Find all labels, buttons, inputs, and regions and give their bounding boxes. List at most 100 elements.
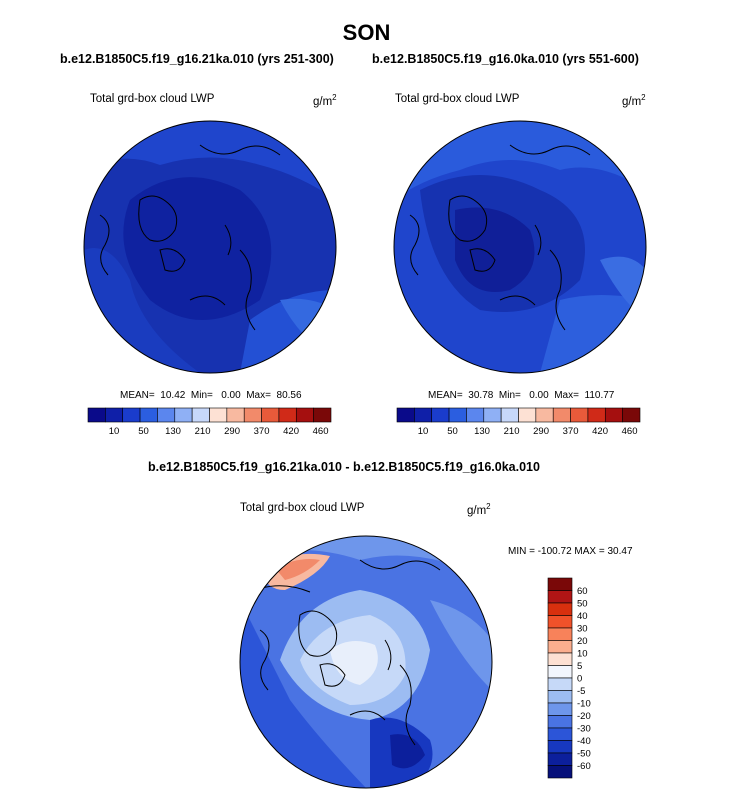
left-colorbar-tick-label: 460	[313, 426, 329, 437]
diff-colorbar-swatch	[547, 590, 573, 604]
season-title: SON	[342, 20, 391, 45]
diff-colorbar-tick-label: -10	[577, 699, 591, 710]
left-colorbar-swatch	[122, 407, 141, 423]
right-panel-stats: MEAN= 30.78 Min= 0.00 Max= 110.77	[428, 390, 615, 401]
left-colorbar-swatch	[139, 407, 158, 423]
right-colorbar-swatch	[518, 407, 537, 423]
diff-colorbar-tick-label: 60	[577, 586, 588, 597]
left-map-border	[83, 120, 337, 374]
left-colorbar-swatch	[261, 407, 280, 423]
left-colorbar-tick-label: 10	[109, 426, 120, 437]
diff-coastlines	[259, 559, 441, 746]
diff-colorbar-swatch	[547, 640, 573, 654]
right-colorbar-swatch	[466, 407, 485, 423]
diff-colorbar-swatch	[547, 715, 573, 729]
diff-colorbar-swatch	[547, 740, 573, 754]
right-polar-map	[394, 121, 646, 373]
diff-colorbar-swatch	[547, 702, 573, 716]
left-case-title: b.e12.B1850C5.f19_g16.21ka.010 (yrs 251-…	[60, 52, 334, 66]
diff-colorbar-tick-label: 0	[577, 674, 582, 685]
diff-colorbar-tick-label: 5	[577, 661, 582, 672]
right-colorbar-swatch	[396, 407, 415, 423]
right-panel-units: g/m2	[622, 93, 646, 108]
right-colorbar-swatch	[448, 407, 467, 423]
right-colorbar-tick-label: 460	[622, 426, 638, 437]
left-colorbar-tick-label: 290	[224, 426, 240, 437]
diff-minmax: MIN = -100.72 MAX = 30.47	[508, 546, 633, 557]
diff-colorbar-swatch	[547, 765, 573, 779]
right-colorbar-tick-label: 10	[418, 426, 429, 437]
left-panel-units: g/m2	[313, 93, 337, 108]
left-colorbar-tick-label: 210	[195, 426, 211, 437]
diff-colorbar-tick-label: 30	[577, 624, 588, 635]
diff-colorbar-tick-label: 10	[577, 649, 588, 660]
left-panel-variable: Total grd-box cloud LWP	[90, 93, 215, 105]
diff-colorbar-swatch	[547, 677, 573, 691]
diff-colorbar-tick-label: -30	[577, 724, 591, 735]
right-colorbar-swatch	[622, 407, 641, 423]
left-panel-stats: MEAN= 10.42 Min= 0.00 Max= 80.56	[120, 390, 302, 401]
diff-colorbar-swatch	[547, 627, 573, 641]
right-colorbar-tick-label: 370	[563, 426, 579, 437]
right-colorbar-swatch	[570, 407, 589, 423]
right-coastlines	[409, 144, 591, 331]
right-colorbar-swatch	[500, 407, 519, 423]
left-colorbar-swatch	[157, 407, 176, 423]
left-polar-map	[84, 121, 336, 373]
left-colorbar-swatch	[174, 407, 193, 423]
left-colorbar: 10 50 130 210 290 370 420 460	[87, 407, 332, 437]
right-colorbar-tick-label: 50	[447, 426, 458, 437]
diff-panel-variable: Total grd-box cloud LWP	[240, 502, 365, 514]
right-colorbar-swatch	[414, 407, 433, 423]
diff-colorbar-tick-label: 20	[577, 636, 588, 647]
left-colorbar-swatch	[295, 407, 314, 423]
right-map-border	[393, 120, 647, 374]
left-colorbar-tick-label: 420	[283, 426, 299, 437]
right-colorbar-tick-label: 210	[504, 426, 520, 437]
right-case-title: b.e12.B1850C5.f19_g16.0ka.010 (yrs 551-6…	[372, 52, 639, 66]
left-colorbar-swatch	[278, 407, 297, 423]
left-colorbar-swatch	[87, 407, 106, 423]
diff-colorbar-swatch	[547, 652, 573, 666]
left-colorbar-swatch	[209, 407, 228, 423]
diff-colorbar-tick-label: -20	[577, 711, 591, 722]
right-colorbar-swatch	[535, 407, 554, 423]
left-colorbar-swatch	[313, 407, 332, 423]
diff-polar-map	[240, 536, 492, 788]
left-colorbar-swatch	[226, 407, 245, 423]
left-colorbar-swatch	[105, 407, 124, 423]
diff-colorbar-tick-label: -50	[577, 749, 591, 760]
diff-colorbar-swatch	[547, 727, 573, 741]
left-coastlines	[99, 144, 281, 331]
right-colorbar-swatch	[587, 407, 606, 423]
right-colorbar-swatch	[604, 407, 623, 423]
right-colorbar-tick-label: 290	[533, 426, 549, 437]
diff-colorbar-swatch	[547, 577, 573, 591]
right-panel-variable: Total grd-box cloud LWP	[395, 93, 520, 105]
diff-colorbar-tick-label: 40	[577, 611, 588, 622]
diff-colorbar-swatch	[547, 752, 573, 766]
diff-colorbar-tick-label: 50	[577, 599, 588, 610]
left-colorbar-tick-label: 130	[165, 426, 181, 437]
diff-colorbar-swatch	[547, 665, 573, 679]
diff-colorbar-swatch	[547, 615, 573, 629]
diff-colorbar-swatch	[547, 690, 573, 704]
diff-colorbar-tick-label: -5	[577, 686, 585, 697]
right-colorbar-swatch	[552, 407, 571, 423]
right-colorbar-swatch	[431, 407, 450, 423]
left-colorbar-swatch	[191, 407, 210, 423]
diff-panel-units: g/m2	[467, 502, 491, 517]
diff-colorbar-tick-label: -40	[577, 736, 591, 747]
right-colorbar-tick-label: 420	[592, 426, 608, 437]
right-colorbar: 10 50 130 210 290 370 420 460	[396, 407, 641, 437]
diff-colorbar-swatch	[547, 602, 573, 616]
left-colorbar-tick-label: 50	[138, 426, 149, 437]
right-colorbar-swatch	[483, 407, 502, 423]
right-colorbar-tick-label: 130	[474, 426, 490, 437]
left-colorbar-swatch	[243, 407, 262, 423]
diff-colorbar-tick-label: -60	[577, 761, 591, 772]
left-colorbar-tick-label: 370	[254, 426, 270, 437]
diff-map-border	[239, 535, 493, 789]
